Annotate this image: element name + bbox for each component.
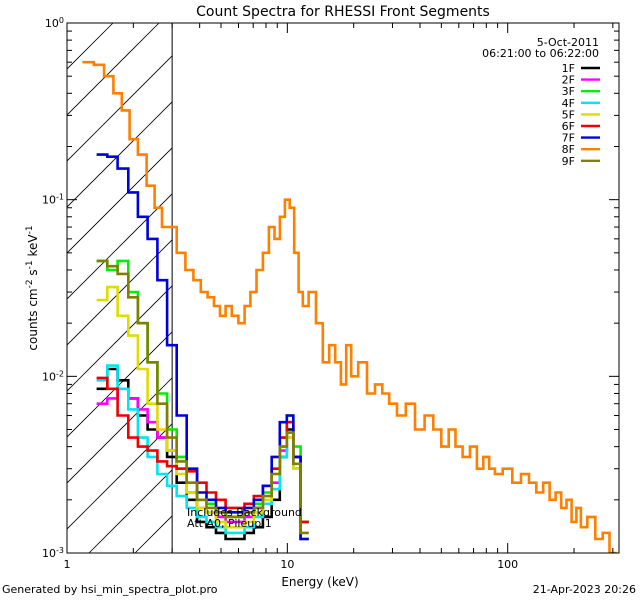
- legend-label-6F: 6F: [562, 120, 575, 133]
- hatch-line: [67, 23, 160, 116]
- y-tick-label: 10-3: [42, 546, 64, 561]
- legend-label-8F: 8F: [562, 143, 575, 156]
- series-line-9F: [96, 259, 309, 535]
- y-axis-label: counts cm-2 s-1 keV-1: [25, 225, 40, 350]
- y-axis-label-exp-2: -1: [25, 260, 35, 269]
- series-group: [82, 60, 617, 553]
- hatch-line: [67, 193, 173, 300]
- y-axis-label-part-3: keV: [26, 234, 40, 261]
- hatch-line: [67, 239, 173, 346]
- date-label: 5-Oct-2011: [537, 36, 599, 49]
- legend-label-2F: 2F: [562, 74, 575, 87]
- excluded-region-hatch: [67, 23, 173, 553]
- y-axis-label-part-2: s: [26, 269, 40, 279]
- y-tick-label: 100: [45, 16, 64, 31]
- y-axis-label-part-1: counts cm: [26, 288, 40, 350]
- x-tick-label: 10: [280, 558, 294, 571]
- legend-label-4F: 4F: [562, 97, 575, 110]
- legend-label-5F: 5F: [562, 108, 575, 121]
- x-tick-label: 100: [497, 558, 518, 571]
- spectra-chart: Count Spectra for RHESSI Front Segments …: [25, 4, 620, 571]
- hatch-line: [67, 423, 173, 530]
- annotation-background: Includes Background: [187, 506, 302, 519]
- time-range-label: 06:21:00 to 06:22:00: [482, 47, 599, 60]
- x-axis-label-html: Energy (keV): [281, 575, 359, 589]
- plot-frame: [66, 22, 620, 554]
- legend-label-1F: 1F: [562, 62, 575, 75]
- y-tick-label: 10-1: [42, 192, 64, 207]
- legend-label-7F: 7F: [562, 132, 575, 145]
- footer-generated-by: Generated by hsi_min_spectra_plot.pro: [2, 583, 218, 596]
- y-axis-label-exp-3: -1: [25, 225, 35, 234]
- legend-label-9F: 9F: [562, 155, 575, 168]
- x-tick-label: 1: [64, 558, 71, 571]
- series-line-8F: [82, 60, 617, 553]
- annotation-attenuator: Att A0, Pileup 1: [187, 517, 272, 530]
- axes: 1 10 100 10-3 10-2 10-1 100: [42, 16, 619, 571]
- footer-timestamp: 21-Apr-2023 20:26: [532, 583, 636, 596]
- hatch-line: [67, 55, 173, 162]
- hatch-line: [67, 377, 173, 484]
- hatch-line: [67, 285, 173, 392]
- y-axis-label-exp-1: -2: [25, 279, 35, 288]
- y-tick-label: 10-2: [42, 369, 64, 384]
- hatch-line: [67, 101, 173, 208]
- legend-label-3F: 3F: [562, 85, 575, 98]
- chart-title: Count Spectra for RHESSI Front Segments: [196, 4, 490, 20]
